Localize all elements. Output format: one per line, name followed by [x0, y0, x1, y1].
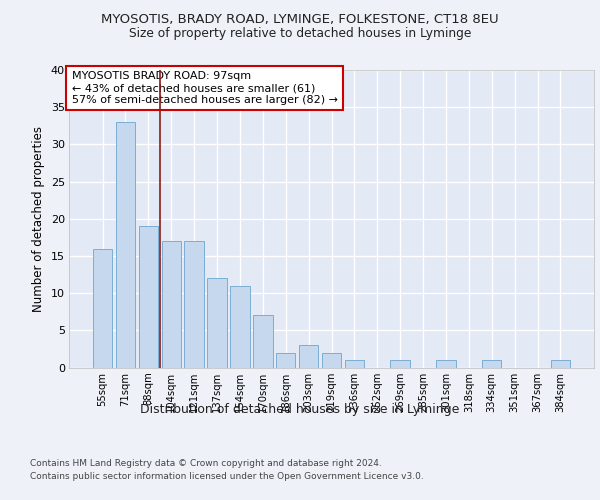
- Bar: [276, 352, 295, 368]
- Bar: [161, 241, 181, 368]
- Text: Size of property relative to detached houses in Lyminge: Size of property relative to detached ho…: [129, 28, 471, 40]
- Bar: [551, 360, 570, 368]
- Bar: [436, 360, 455, 368]
- Text: MYOSOTIS BRADY ROAD: 97sqm
← 43% of detached houses are smaller (61)
57% of semi: MYOSOTIS BRADY ROAD: 97sqm ← 43% of deta…: [71, 72, 338, 104]
- Bar: [482, 360, 502, 368]
- Bar: [116, 122, 135, 368]
- Text: MYOSOTIS, BRADY ROAD, LYMINGE, FOLKESTONE, CT18 8EU: MYOSOTIS, BRADY ROAD, LYMINGE, FOLKESTON…: [101, 12, 499, 26]
- Bar: [139, 226, 158, 368]
- Bar: [391, 360, 410, 368]
- Bar: [184, 241, 204, 368]
- Bar: [344, 360, 364, 368]
- Bar: [322, 352, 341, 368]
- Bar: [253, 316, 272, 368]
- Text: Contains HM Land Registry data © Crown copyright and database right 2024.: Contains HM Land Registry data © Crown c…: [30, 458, 382, 468]
- Text: Contains public sector information licensed under the Open Government Licence v3: Contains public sector information licen…: [30, 472, 424, 481]
- Y-axis label: Number of detached properties: Number of detached properties: [32, 126, 45, 312]
- Text: Distribution of detached houses by size in Lyminge: Distribution of detached houses by size …: [140, 402, 460, 415]
- Bar: [230, 286, 250, 368]
- Bar: [93, 248, 112, 368]
- Bar: [299, 345, 319, 368]
- Bar: [208, 278, 227, 368]
